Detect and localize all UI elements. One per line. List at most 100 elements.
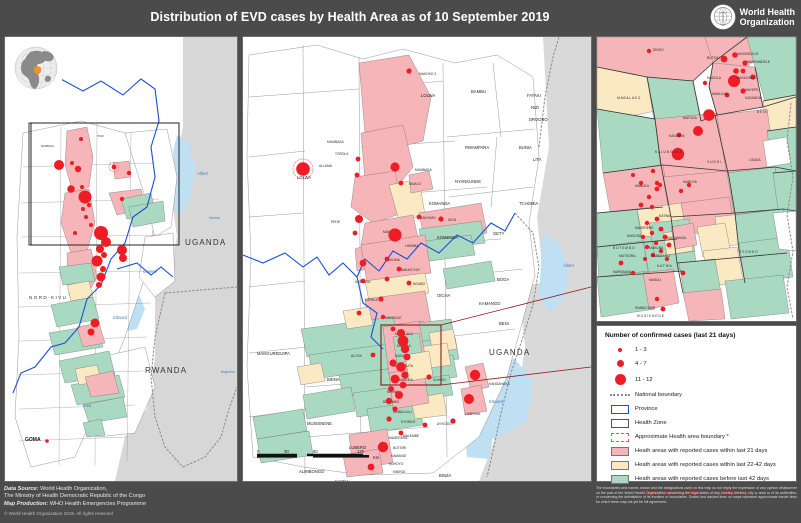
header-bar: Distribution of EVD cases by Health Area… — [0, 0, 801, 34]
copyright-notice: © World Health Organization 2019. All ri… — [4, 511, 114, 517]
label-nyankunde: NYANKUNDE — [455, 179, 481, 184]
label-bunia: BUNIA — [519, 145, 532, 150]
ituri-north-kivu-detail-map[interactable]: MAKOKO 2 MUMBASA TOROLA ALLAMA MUMBASA B… — [242, 36, 592, 482]
who-line-2: Organization — [739, 17, 795, 27]
label-musienene: MUSIENENE — [307, 421, 332, 426]
label-katwa2: K A T W A — [657, 264, 673, 268]
label-kayna: KAYNA — [335, 479, 349, 481]
legend-case-label-3: 11 - 12 — [635, 376, 653, 383]
label-beni-z: BENI — [499, 321, 509, 326]
label-makoko: MAKOKO 2 — [419, 72, 436, 76]
label-kasilinduli: KASILINDULI — [737, 76, 757, 80]
legend-case-label-2: 4 - 7 — [635, 360, 647, 367]
label-lolwa-z: LOLWA — [421, 93, 435, 98]
label-masuli: MASULI — [649, 278, 661, 282]
label-lake-edward: Edward — [113, 315, 128, 320]
label-kimbululu: KIMBULULU — [393, 410, 412, 414]
label-kasabha: KASABHA — [395, 354, 411, 358]
label-kamango: KAMANGO — [479, 301, 501, 306]
label-alimbongo: ALIMBONGO — [299, 469, 325, 474]
legend-pink-area-row: Heath areas with reported cases within l… — [605, 444, 788, 458]
map-production-label: Map Production: — [4, 500, 49, 507]
label-kamandi: KAMANDI — [391, 454, 406, 458]
label-mabuku: MABUKU — [635, 184, 650, 188]
label-vungi: V U N G I — [707, 160, 721, 164]
scale-tick-60: 60 — [313, 449, 318, 454]
label-uganda-mid: UGANDA — [489, 348, 530, 357]
label-kasanga: KASANGA — [745, 96, 762, 100]
label-kuhoyo: KUHOYO — [389, 462, 404, 466]
legend-case-row-1: 1 - 3 — [605, 343, 788, 356]
label-masereka: MASEREKA — [389, 436, 408, 440]
cream-swatch-icon — [605, 460, 635, 470]
legend-footnote: * (boundaries subject to confirmation) — [644, 490, 749, 496]
label-mutsora: MUTSORA — [619, 254, 636, 258]
legend-approx-area-row: Approximate Health area boundary * — [605, 430, 788, 444]
legend-case-row-2: 4 - 7 — [605, 356, 788, 371]
svg-text:MAMBASA: MAMBASA — [41, 144, 54, 148]
label-nizi: NIZI — [531, 105, 539, 110]
label-kyondo-r: K Y O N D O — [739, 250, 758, 254]
label-rwanda: RWANDA — [145, 366, 187, 375]
legend-cream-area-label: Heath areas with reported cases within l… — [635, 462, 776, 468]
legend-national-boundary-row: National boundary — [605, 388, 788, 402]
label-ngongolio: NGONGOLIO — [738, 52, 759, 56]
label-kibirizi: KIBIRIZI — [393, 470, 406, 474]
label-mumbasa: MUMBASA — [415, 168, 432, 172]
who-logo: World Health Organization — [710, 3, 795, 31]
label-mukuna: MUKUNA — [649, 246, 664, 250]
label-kilima: KILIMA — [389, 258, 401, 262]
source-credits: Data Source: World Health Organization, … — [4, 486, 324, 518]
data-source-value: World Health Organization, — [40, 486, 108, 492]
label-goma: GOMA — [25, 437, 41, 443]
label-torola: TOROLA — [335, 152, 349, 156]
label-komanda: KOMANDA — [429, 201, 450, 206]
label-boga: BOGA — [497, 277, 509, 282]
label-pede: PEDE — [331, 220, 341, 224]
label-madrandele: MADRANDELE — [747, 60, 771, 64]
national-boundary-icon — [605, 394, 635, 396]
legend-title: Number of confirmed cases (last 21 days) — [605, 332, 736, 339]
label-kimbululu-r: KIMBULULU — [651, 254, 670, 258]
label-albert-mid: Albert — [562, 263, 575, 268]
health-zone-swatch-icon — [605, 418, 635, 428]
legend-cream-area-row: Heath areas with reported cases within l… — [605, 458, 788, 472]
label-katwa: KATWA — [387, 390, 399, 394]
label-lake-george: George — [143, 269, 158, 274]
beni-butembo-inset-map[interactable]: DINGO M A B A L A K O BUTSILI NGONGOLIO … — [596, 36, 797, 322]
label-kambucorp: KIMBUCORP — [635, 306, 656, 310]
label-mususa: MUSUSA — [627, 234, 642, 238]
label-maboya-r: MABOYA — [683, 180, 698, 184]
approx-health-area-swatch-icon — [605, 432, 635, 442]
label-biena: BIENA — [327, 377, 340, 382]
label-katwa-r: KATWA — [659, 214, 671, 218]
label-mayepe: MAYEPE — [745, 88, 759, 92]
mint-swatch-icon — [605, 474, 635, 484]
label-bakaiti: BAKAITI NIY — [401, 268, 421, 272]
label-kyondo: KYONDO — [401, 420, 416, 424]
label-lupaka: LUPAKA — [365, 298, 379, 302]
legend-pink-area-label: Heath areas with reported cases within l… — [635, 448, 768, 454]
legend-case-label-1: 1 - 3 — [635, 346, 647, 353]
label-fataki: FATAKI — [527, 93, 541, 98]
label-edward-mid: Edward — [489, 399, 504, 404]
data-source-label: Data Source: — [4, 486, 39, 492]
label-ituri: ITURI — [97, 134, 104, 138]
map-disclaimer: The boundaries and names shown and the d… — [596, 486, 797, 504]
label-uganda: UGANDA — [185, 238, 226, 247]
legend-province-row: Province — [605, 402, 788, 416]
label-madola: MADOLA — [707, 76, 722, 80]
case-dot-medium-icon — [605, 360, 635, 367]
label-vuhovi: VUHOVI — [433, 378, 446, 382]
label-malembe: MALEMBE — [403, 434, 420, 438]
scale-unit: Km — [373, 455, 380, 460]
label-manulya: MANULYA — [712, 92, 728, 96]
pink-swatch-icon — [605, 446, 635, 456]
label-kalunguta-r: K A L U N G U T A — [655, 150, 682, 154]
label-komenda: KOMENDA — [437, 235, 458, 240]
label-gety: GETY — [493, 231, 505, 236]
label-kangahuka: KANGAHUKA — [489, 382, 511, 386]
label-tchomia: TCHOMIA — [519, 201, 539, 206]
regional-overview-map[interactable]: UGANDA RWANDA GOMA Albert George Edward … — [4, 36, 238, 482]
